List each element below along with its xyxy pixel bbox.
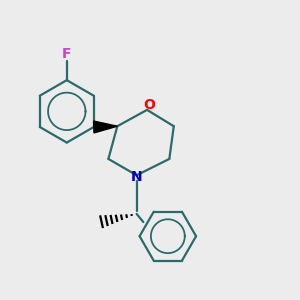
- Text: N: N: [131, 170, 142, 184]
- Text: O: O: [143, 98, 155, 112]
- Polygon shape: [94, 121, 117, 133]
- Text: F: F: [62, 47, 71, 61]
